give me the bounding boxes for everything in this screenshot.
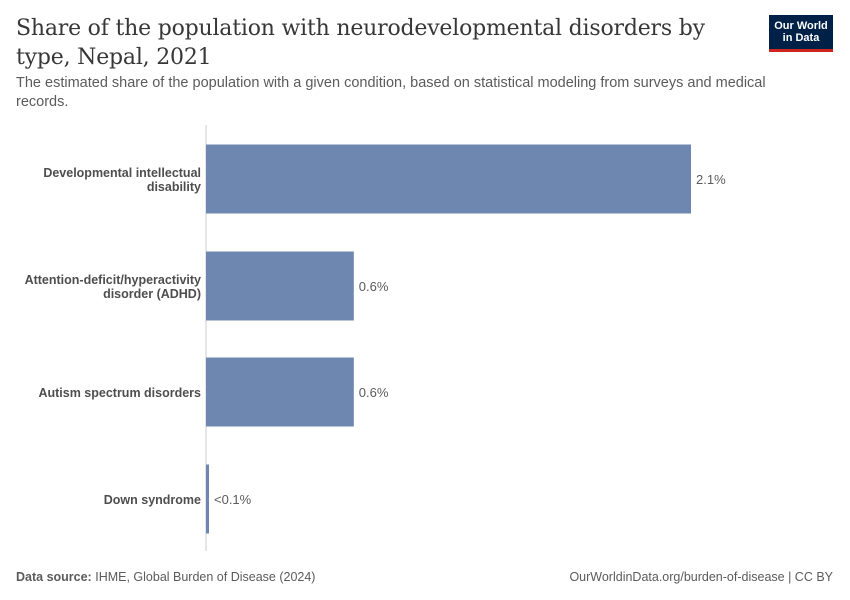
data-source: Data source: IHME, Global Burden of Dise… bbox=[16, 570, 315, 584]
owid-logo[interactable]: Our World in Data bbox=[769, 15, 833, 52]
category-label: Developmental intellectual disability bbox=[43, 166, 201, 194]
footer-url[interactable]: OurWorldinData.org/burden-of-disease | C… bbox=[569, 570, 833, 584]
bar[interactable] bbox=[206, 357, 354, 427]
bar[interactable] bbox=[206, 464, 209, 534]
value-label: 0.6% bbox=[359, 279, 389, 294]
logo-line-2: in Data bbox=[782, 32, 820, 44]
value-label: 2.1% bbox=[696, 172, 726, 187]
value-label: <0.1% bbox=[214, 492, 252, 507]
data-source-text: IHME, Global Burden of Disease (2024) bbox=[95, 570, 316, 584]
chart-subtitle: The estimated share of the population wi… bbox=[16, 75, 766, 110]
category-label: Autism spectrum disorders bbox=[38, 386, 201, 400]
value-label: 0.6% bbox=[359, 385, 389, 400]
data-source-label: Data source: bbox=[16, 570, 92, 584]
bar[interactable] bbox=[206, 251, 354, 321]
logo-line-1: Our World bbox=[774, 20, 828, 32]
category-label: Attention-deficit/hyperactivity disorder … bbox=[25, 273, 201, 301]
bar[interactable] bbox=[206, 144, 691, 214]
category-label: Down syndrome bbox=[104, 493, 201, 507]
chart-title: Share of the population with neurodevelo… bbox=[16, 16, 705, 70]
